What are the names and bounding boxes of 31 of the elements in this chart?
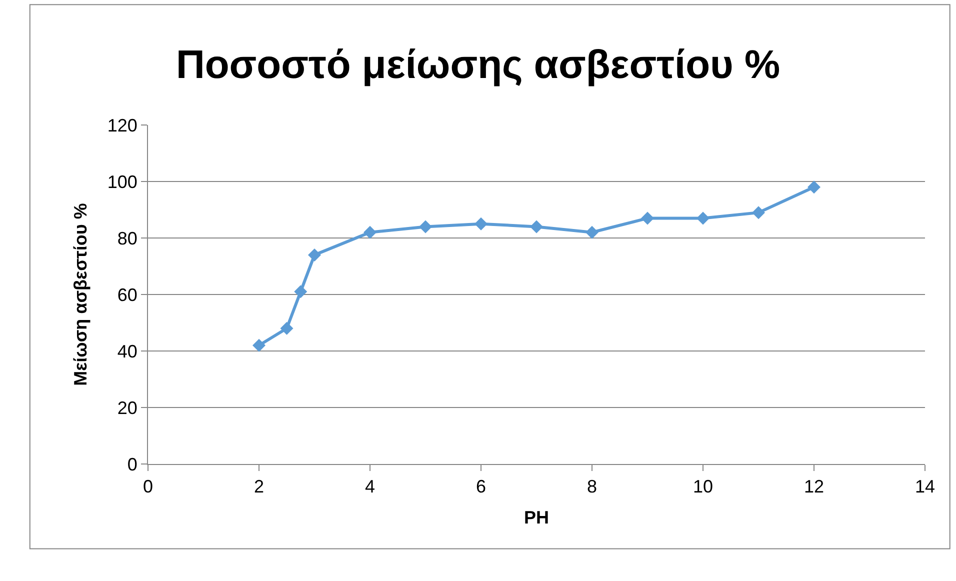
x-tick-label: 6 <box>476 476 486 497</box>
y-tick-label: 80 <box>117 228 138 248</box>
x-tick-label: 10 <box>692 476 714 497</box>
x-tick-label: 14 <box>914 476 936 497</box>
point <box>641 212 654 225</box>
y-tick-label: 120 <box>107 115 138 136</box>
y-tick-label: 20 <box>117 398 138 418</box>
chart-title: Ποσοστό μείωσης ασβεστίου % <box>176 42 780 87</box>
point <box>808 180 820 194</box>
x-tick-label: 0 <box>142 476 154 497</box>
point <box>752 206 765 220</box>
point <box>364 226 376 239</box>
y-tick-label: 60 <box>117 284 138 305</box>
point <box>696 212 710 225</box>
point <box>280 322 294 335</box>
point <box>586 226 598 239</box>
point <box>294 285 308 298</box>
x-tick-label: 2 <box>254 476 264 497</box>
point <box>530 220 543 234</box>
x-tick-label: 8 <box>586 476 598 497</box>
y-axis-title: Μείωση ασβεστίου % <box>70 203 91 386</box>
x-axis-title: PH <box>524 508 550 528</box>
y-tick-label: 40 <box>117 341 138 362</box>
point <box>474 217 488 230</box>
y-tick-label: 0 <box>127 454 138 474</box>
point <box>252 338 266 352</box>
point <box>308 248 321 262</box>
x-tick-label: 12 <box>804 476 824 497</box>
x-tick-label: 4 <box>364 476 376 497</box>
point <box>419 220 432 234</box>
y-tick-label: 100 <box>107 172 138 192</box>
